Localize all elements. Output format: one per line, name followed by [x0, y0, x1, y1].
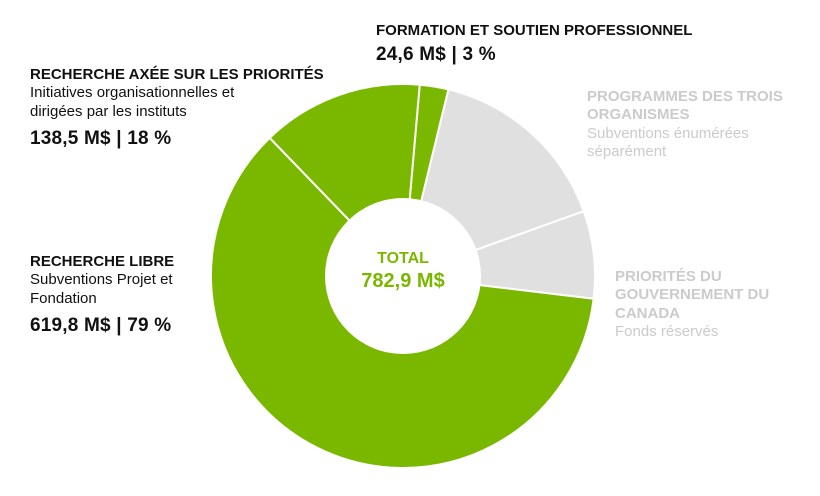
- programmes-desc-2: séparément: [587, 142, 667, 160]
- label-priorites: PRIORITÉS DU GOUVERNEMENT DU CANADA Fond…: [615, 268, 769, 341]
- formation-title: FORMATION ET SOUTIEN PROFESSIONNEL: [376, 22, 693, 39]
- programmes-title-1: PROGRAMMES DES TROIS: [587, 88, 783, 105]
- priorites-desc: Fonds réservés: [615, 322, 719, 340]
- total-label: TOTAL 782,9 M$: [313, 250, 493, 293]
- recherche-libre-desc-2: Fondation: [30, 289, 97, 307]
- label-recherche-axee: RECHERCHE AXÉE SUR LES PRIORITÉS Initiat…: [30, 66, 324, 150]
- label-programmes: PROGRAMMES DES TROIS ORGANISMES Subventi…: [587, 88, 783, 161]
- recherche-axee-desc-1: Initiatives organisationnelles et: [30, 84, 235, 102]
- total-title: TOTAL: [377, 250, 429, 267]
- recherche-libre-desc-1: Subventions Projet et: [30, 271, 173, 289]
- recherche-axee-desc-2: dirigées par les instituts: [30, 102, 187, 120]
- label-recherche-libre: RECHERCHE LIBRE Subventions Projet et Fo…: [30, 253, 174, 337]
- formation-value: 24,6 M$ | 3 %: [376, 44, 496, 66]
- recherche-axee-title: RECHERCHE AXÉE SUR LES PRIORITÉS: [30, 66, 324, 83]
- priorites-title-1: PRIORITÉS DU: [615, 268, 722, 285]
- priorites-title-3: CANADA: [615, 304, 680, 322]
- recherche-libre-title: RECHERCHE LIBRE: [30, 253, 175, 270]
- donut-hole: [325, 198, 481, 354]
- priorites-title-2: GOUVERNEMENT DU: [615, 286, 770, 304]
- programmes-title-2: ORGANISMES: [587, 106, 690, 124]
- label-formation: FORMATION ET SOUTIEN PROFESSIONNEL 24,6 …: [376, 22, 692, 66]
- programmes-desc-1: Subventions énumérées: [587, 124, 749, 142]
- total-value: 782,9 M$: [361, 270, 445, 292]
- recherche-axee-value: 138,5 M$ | 18 %: [30, 127, 172, 149]
- recherche-libre-value: 619,8 M$ | 79 %: [30, 314, 172, 336]
